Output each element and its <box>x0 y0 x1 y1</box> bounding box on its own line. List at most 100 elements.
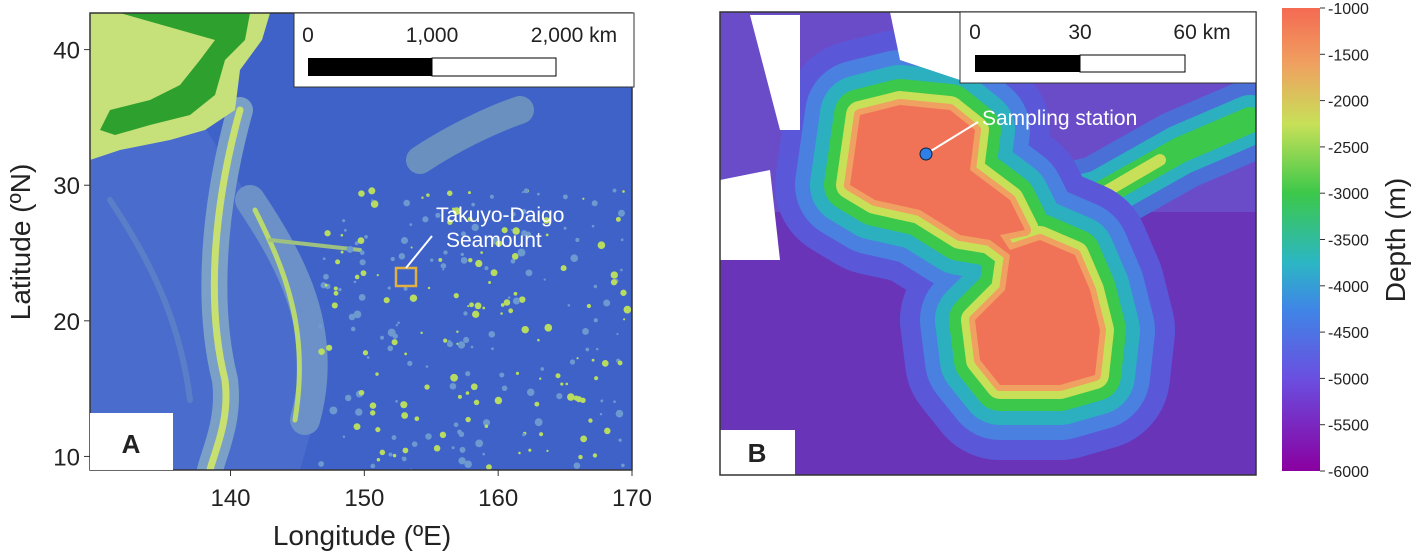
speck <box>539 377 542 380</box>
speck <box>604 427 611 435</box>
colorbar-tick-label: -6000 <box>1328 464 1369 481</box>
speck <box>425 365 429 368</box>
speck <box>370 200 379 208</box>
colorbar-tick-label: -1000 <box>1328 1 1369 18</box>
speck <box>563 226 567 230</box>
speck <box>620 268 623 272</box>
speck <box>400 236 409 245</box>
speck <box>521 230 528 237</box>
speck <box>391 435 397 440</box>
speck <box>494 396 503 405</box>
speck <box>585 347 590 352</box>
speck <box>591 200 598 207</box>
speck <box>420 331 423 335</box>
speck <box>622 190 625 193</box>
speck <box>543 217 550 224</box>
speck <box>480 251 483 254</box>
speck <box>407 360 413 367</box>
speck <box>421 196 424 199</box>
speck <box>603 299 611 307</box>
speck <box>463 336 470 343</box>
speck <box>346 246 354 253</box>
speck <box>446 190 453 196</box>
summit <box>850 105 1100 385</box>
speck <box>451 207 455 211</box>
seamount-specks <box>317 187 632 470</box>
speck <box>348 313 356 321</box>
speck <box>489 194 494 199</box>
speck <box>567 393 575 401</box>
scale-label: 30 <box>1068 21 1091 44</box>
speck <box>500 303 505 307</box>
speck <box>366 356 370 359</box>
speck <box>488 281 492 284</box>
speck <box>358 293 366 301</box>
speck <box>510 228 514 231</box>
speck <box>426 193 430 197</box>
speck <box>621 463 625 468</box>
speck <box>473 399 480 406</box>
speck <box>364 235 368 239</box>
scale-label: 1,000 <box>406 24 459 47</box>
speck <box>368 187 376 195</box>
speck <box>435 212 441 218</box>
speck <box>578 454 583 460</box>
speck <box>375 427 381 433</box>
speck <box>546 449 549 452</box>
speck <box>623 318 626 321</box>
leader-line <box>405 235 433 269</box>
speck <box>387 345 394 352</box>
speck <box>371 199 374 202</box>
speck <box>322 257 326 261</box>
speck <box>610 279 618 286</box>
speck <box>376 458 381 462</box>
speck <box>395 324 399 327</box>
speck <box>556 393 563 400</box>
colorbar-tick-label: -4000 <box>1328 279 1369 296</box>
speck <box>467 305 470 308</box>
speck <box>422 216 429 223</box>
speck <box>500 312 503 315</box>
scale-label: 60 km <box>1173 21 1230 44</box>
speck <box>507 296 511 299</box>
speck <box>391 339 398 346</box>
x-tick-label: 140 <box>210 485 250 512</box>
speck <box>523 188 529 194</box>
speck <box>467 216 473 222</box>
annotation: Seamount <box>446 229 542 252</box>
speck <box>353 310 362 319</box>
speck <box>618 438 622 442</box>
speck <box>555 373 561 379</box>
speck <box>388 452 393 457</box>
panel-label: B <box>748 438 767 468</box>
speck <box>440 263 447 269</box>
speck <box>569 359 576 365</box>
speck <box>617 360 623 366</box>
speck <box>333 286 338 291</box>
speck <box>471 202 475 207</box>
speck <box>593 318 598 323</box>
speck <box>439 431 447 438</box>
speck <box>340 250 344 254</box>
speck <box>539 432 544 437</box>
speck <box>456 330 459 334</box>
x-tick-label: 160 <box>478 485 518 512</box>
speck <box>475 439 484 448</box>
y-tick-label: 10 <box>53 444 80 471</box>
speck <box>469 302 474 308</box>
speck <box>580 435 588 443</box>
colorbar-tick-label: -2500 <box>1328 140 1369 157</box>
speck <box>515 371 520 375</box>
speck <box>453 422 459 428</box>
speck <box>588 418 593 423</box>
scale-label: 2,000 km <box>531 24 617 47</box>
speck <box>369 402 377 409</box>
speck <box>456 342 459 345</box>
speck <box>376 274 379 277</box>
speck <box>324 283 328 287</box>
speck <box>616 332 619 336</box>
speck <box>402 447 409 454</box>
speck <box>470 383 478 391</box>
leader-line <box>925 121 979 155</box>
